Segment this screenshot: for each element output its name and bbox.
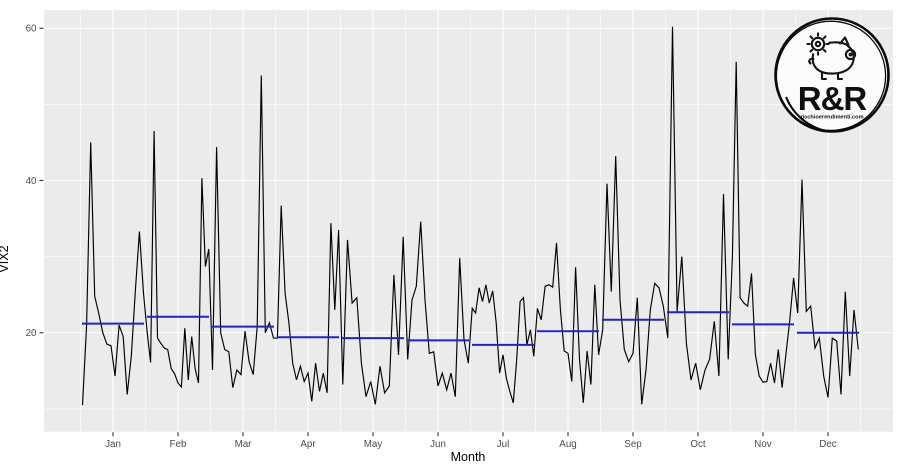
x-tick-label: Jun	[430, 439, 446, 450]
logo-badge: R&R rischioerendimenti.com	[774, 17, 890, 133]
x-tick-label: Jul	[497, 439, 510, 450]
logo-title: R&R	[798, 80, 868, 117]
logo-circle-sketch-stroke	[784, 96, 823, 132]
y-tick-label: 60	[26, 24, 37, 35]
y-axis-title: VIX2	[0, 245, 11, 273]
logo-circle-inner	[775, 20, 887, 132]
x-tick-label: Oct	[690, 439, 706, 450]
logo-circle	[774, 17, 890, 133]
x-tick-label: Dec	[819, 439, 837, 450]
x-tick-label: Jan	[105, 439, 121, 450]
y-tick-label: 40	[26, 176, 37, 187]
logo-subtitle: rischioerendimenti.com	[800, 115, 863, 121]
x-tick-label: Sep	[624, 439, 642, 450]
gear-icon	[806, 32, 830, 56]
daily-vix2-line	[81, 26, 859, 406]
x-tick-label: Aug	[559, 439, 576, 450]
x-axis-title: Month	[450, 450, 486, 464]
x-tick-label: Apr	[300, 439, 316, 450]
x-tick-label: Nov	[754, 439, 772, 450]
piggy-bank-icon	[808, 36, 857, 81]
x-tick-label: May	[364, 439, 383, 450]
x-tick-label: Mar	[235, 439, 253, 450]
x-tick-label: Feb	[170, 439, 187, 450]
y-tick-label: 20	[26, 328, 37, 339]
